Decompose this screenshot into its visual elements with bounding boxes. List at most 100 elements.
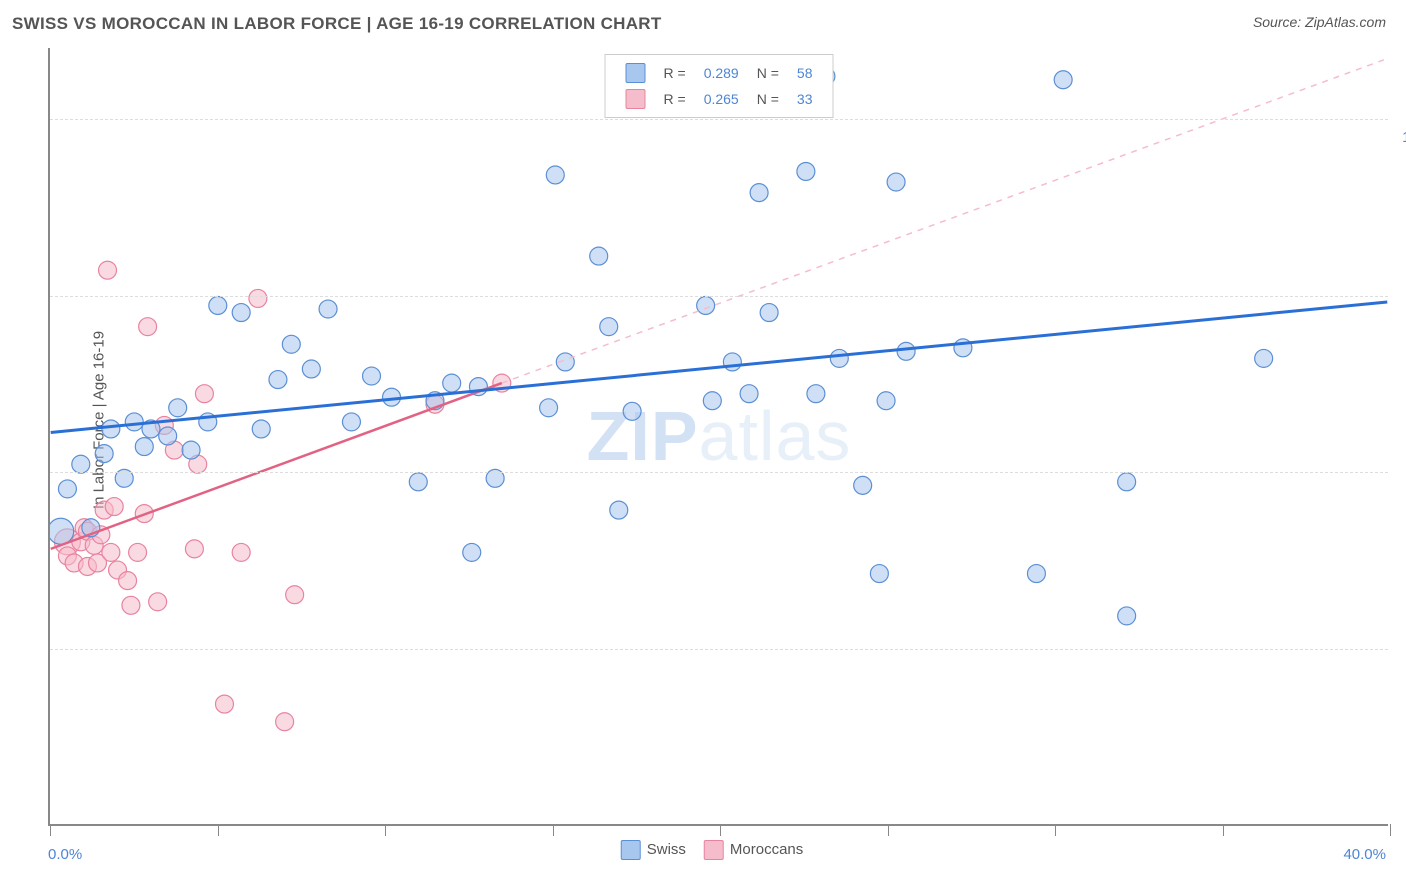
correlation-legend: R = 0.289 N = 58 R = 0.265 N = 33 — [605, 54, 834, 118]
swiss-point — [102, 420, 120, 438]
swiss-point — [58, 480, 76, 498]
moroccan-point — [232, 543, 250, 561]
swiss-r-value: 0.289 — [696, 61, 747, 85]
x-tick — [888, 824, 889, 836]
swiss-point — [590, 247, 608, 265]
x-tick — [553, 824, 554, 836]
swiss-point — [623, 402, 641, 420]
x-tick — [1223, 824, 1224, 836]
moroccan-point — [286, 586, 304, 604]
swiss-point — [443, 374, 461, 392]
y-tick-label: 100.0% — [1393, 129, 1406, 146]
legend-label: Moroccans — [730, 841, 803, 858]
moroccan-point — [102, 543, 120, 561]
swiss-point — [209, 297, 227, 315]
moroccan-point — [195, 385, 213, 403]
swiss-point — [182, 441, 200, 459]
r-label: R = — [656, 87, 694, 111]
swiss-point — [409, 473, 427, 491]
moroccan-point — [129, 543, 147, 561]
swiss-swatch-icon — [626, 63, 646, 83]
swiss-point — [169, 399, 187, 417]
moroccan-point — [185, 540, 203, 558]
x-tick — [720, 824, 721, 836]
gridline — [50, 296, 1388, 297]
chart-svg — [50, 48, 1388, 824]
swiss-point — [760, 304, 778, 322]
swiss-point — [342, 413, 360, 431]
swiss-point — [600, 318, 618, 336]
moroccan-point — [139, 318, 157, 336]
moroccan-point — [122, 596, 140, 614]
swiss-point — [159, 427, 177, 445]
gridline — [50, 649, 1388, 650]
swiss-point — [807, 385, 825, 403]
swiss-point — [723, 353, 741, 371]
swiss-point — [319, 300, 337, 318]
swiss-point — [125, 413, 143, 431]
source-label: Source: ZipAtlas.com — [1253, 14, 1386, 30]
swiss-point — [72, 455, 90, 473]
moroccan-point — [119, 572, 137, 590]
moroccan-point — [276, 713, 294, 731]
chart-title: SWISS VS MOROCCAN IN LABOR FORCE | AGE 1… — [12, 14, 662, 34]
swiss-n-value: 58 — [789, 61, 821, 85]
moroccan-point — [105, 498, 123, 516]
swiss-point — [750, 184, 768, 202]
legend-swatch-icon — [621, 840, 641, 860]
swiss-point — [887, 173, 905, 191]
y-tick-label: 50.0% — [1393, 482, 1406, 499]
n-label: N = — [749, 61, 787, 85]
moroccan-point — [149, 593, 167, 611]
swiss-point — [232, 304, 250, 322]
swiss-trend — [51, 302, 1388, 433]
y-tick-label: 75.0% — [1393, 306, 1406, 323]
x-tick — [218, 824, 219, 836]
r-label: R = — [656, 61, 694, 85]
swiss-point — [540, 399, 558, 417]
legend-label: Swiss — [647, 841, 686, 858]
x-axis-max-label: 40.0% — [1343, 846, 1386, 863]
n-label: N = — [749, 87, 787, 111]
swiss-point — [463, 543, 481, 561]
swiss-point — [269, 371, 287, 389]
swiss-point — [302, 360, 320, 378]
moroccan-point — [99, 261, 117, 279]
swiss-point — [282, 335, 300, 353]
swiss-point — [1255, 349, 1273, 367]
gridline — [50, 119, 1388, 120]
series-legend: Swiss Moroccans — [603, 840, 804, 860]
moroccan-point — [249, 289, 267, 307]
x-tick — [1390, 824, 1391, 836]
swiss-point — [697, 297, 715, 315]
x-tick — [385, 824, 386, 836]
swiss-point — [1054, 71, 1072, 89]
swiss-point — [1118, 607, 1136, 625]
moroccan-trend-solid — [51, 383, 502, 549]
gridline — [50, 472, 1388, 473]
x-tick — [1055, 824, 1056, 836]
x-tick — [50, 824, 51, 836]
swiss-point — [870, 565, 888, 583]
chart-container: SWISS VS MOROCCAN IN LABOR FORCE | AGE 1… — [0, 0, 1406, 892]
swiss-point — [135, 438, 153, 456]
swiss-point — [897, 342, 915, 360]
swiss-point — [546, 166, 564, 184]
swiss-point — [1118, 473, 1136, 491]
y-tick-label: 25.0% — [1393, 659, 1406, 676]
swiss-point — [610, 501, 628, 519]
swiss-point — [830, 349, 848, 367]
moroccan-point — [215, 695, 233, 713]
moroccan-swatch-icon — [626, 89, 646, 109]
x-axis-min-label: 0.0% — [48, 846, 82, 863]
swiss-point — [703, 392, 721, 410]
swiss-point — [252, 420, 270, 438]
swiss-point — [50, 518, 74, 544]
swiss-point — [95, 445, 113, 463]
swiss-point — [363, 367, 381, 385]
swiss-point — [877, 392, 895, 410]
swiss-point — [854, 476, 872, 494]
legend-swatch-icon — [704, 840, 724, 860]
swiss-point — [1027, 565, 1045, 583]
moroccan-n-value: 33 — [789, 87, 821, 111]
